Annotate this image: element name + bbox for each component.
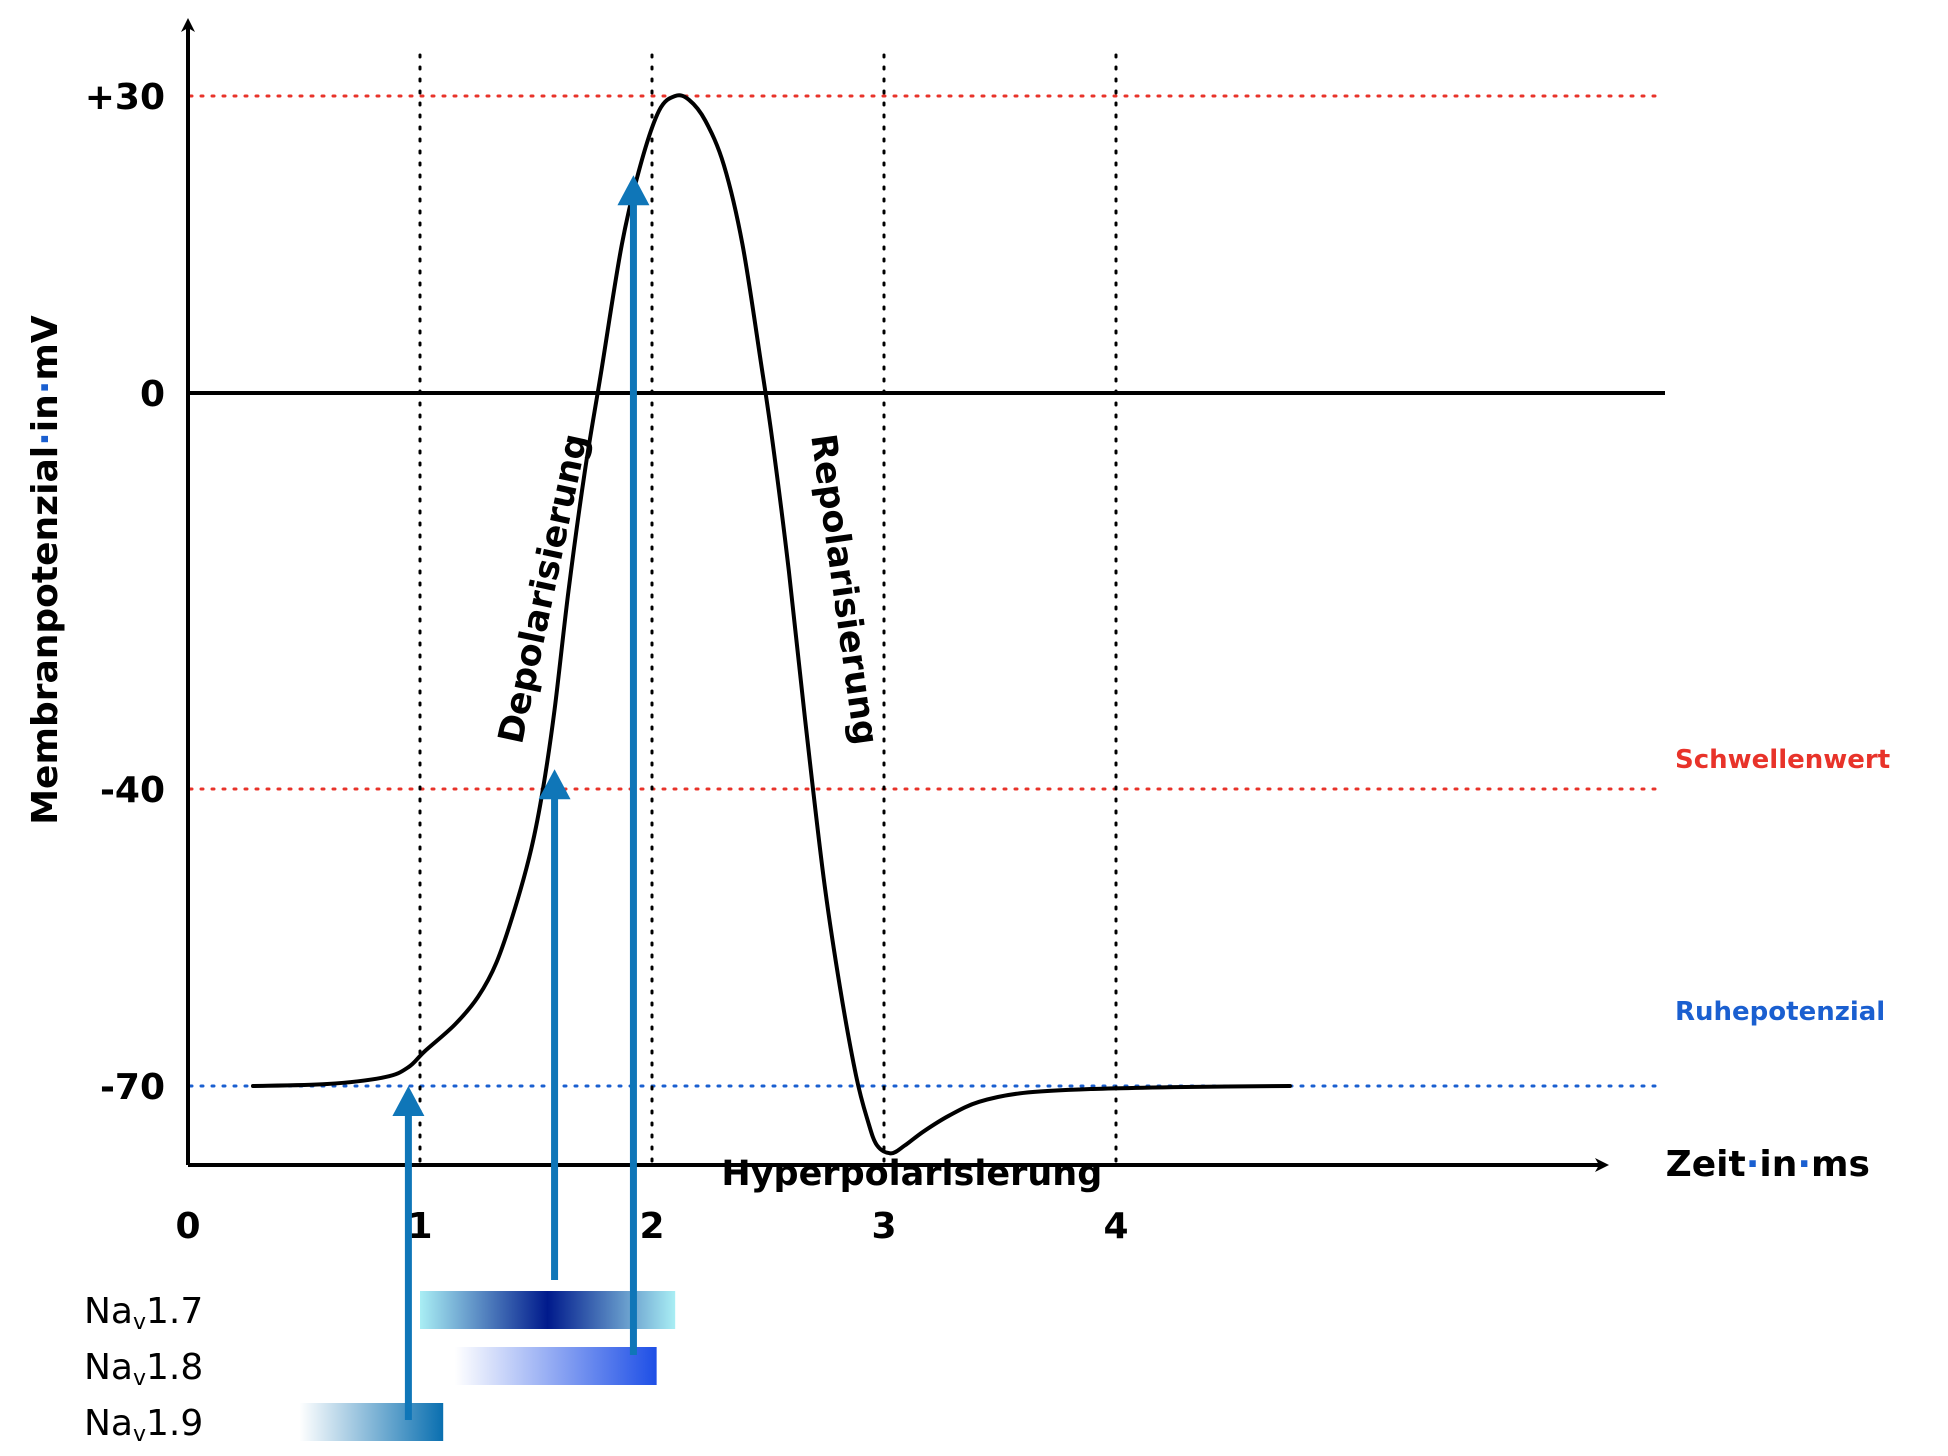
channel-label: Nav1.7	[84, 1291, 203, 1335]
x-axis-label-part-2: in	[1759, 1144, 1797, 1185]
y-axis-label-dot-2: ·	[25, 381, 66, 395]
activation-arrows	[392, 175, 650, 1420]
phase-labels: Depolarisierung Repolarisierung Hyperpolar…	[491, 430, 1102, 1194]
tick-labels: +300-40-700 1 2 3 4	[85, 77, 1129, 1247]
x-tick-label: 2	[639, 1206, 664, 1247]
channel-label-suffix: 1.8	[146, 1347, 203, 1388]
channel-bar-nav1.8	[454, 1347, 657, 1385]
y-tick-label: 0	[140, 374, 165, 415]
activation-arrow-head	[617, 175, 650, 206]
y-axis-label-part-3: mV	[25, 315, 66, 381]
phase-label-hyperpolarisierung: Hyperpolarisierung	[721, 1154, 1102, 1194]
axes	[181, 18, 1665, 1172]
x-tick-label: 0	[175, 1206, 200, 1247]
activation-arrow-head	[392, 1086, 425, 1116]
channel-label-suffix: 1.9	[146, 1403, 203, 1444]
x-axis-label-dot-2: ·	[1797, 1144, 1811, 1185]
series-line-0	[250, 93, 1292, 1156]
channel-label-base: Na	[84, 1291, 133, 1332]
channel-label-base: Na	[84, 1347, 133, 1388]
y-axis-label-part-1: Membranpotenzial	[25, 446, 66, 825]
resting-potential-label: Ruhepotenzial	[1675, 997, 1885, 1027]
y-tick-label: -70	[100, 1067, 165, 1108]
channel-label-sub: v	[133, 1310, 146, 1335]
phase-label-repolarisierung: Repolarisierung	[802, 432, 885, 748]
x-tick-label: 3	[871, 1206, 896, 1247]
channel-label: Nav1.9	[84, 1403, 203, 1447]
threshold-label: Schwellenwert	[1675, 745, 1890, 775]
activation-arrow-head	[538, 769, 571, 800]
y-axis-label: Membranpotenzial·in·mV	[25, 315, 66, 825]
channel-label-suffix: 1.7	[146, 1291, 203, 1332]
phase-label-depolarisierung: Depolarisierung	[491, 430, 596, 747]
y-tick-label: +30	[85, 77, 165, 118]
x-axis-label-dot-1: ·	[1746, 1144, 1760, 1185]
channel-label-base: Na	[84, 1403, 133, 1444]
channel-label-sub: v	[133, 1366, 146, 1391]
series-layer	[250, 93, 1292, 1156]
x-axis-label-part-3: ms	[1811, 1144, 1870, 1185]
channel-bar-nav1.9	[299, 1403, 444, 1441]
vertical-dotted-lines	[418, 53, 1118, 1167]
x-tick-label: 4	[1103, 1206, 1128, 1247]
y-tick-label: -40	[100, 770, 165, 811]
x-axis-label: Zeit·in·ms	[1666, 1144, 1870, 1185]
channel-label: Nav1.8	[84, 1347, 203, 1391]
y-axis-label-part-2: in	[25, 394, 66, 432]
y-axis-label-dot-1: ·	[25, 432, 66, 446]
x-axis-label-part-1: Zeit	[1666, 1144, 1746, 1185]
reference-lines	[188, 94, 1657, 1088]
channel-label-sub: v	[133, 1422, 146, 1447]
